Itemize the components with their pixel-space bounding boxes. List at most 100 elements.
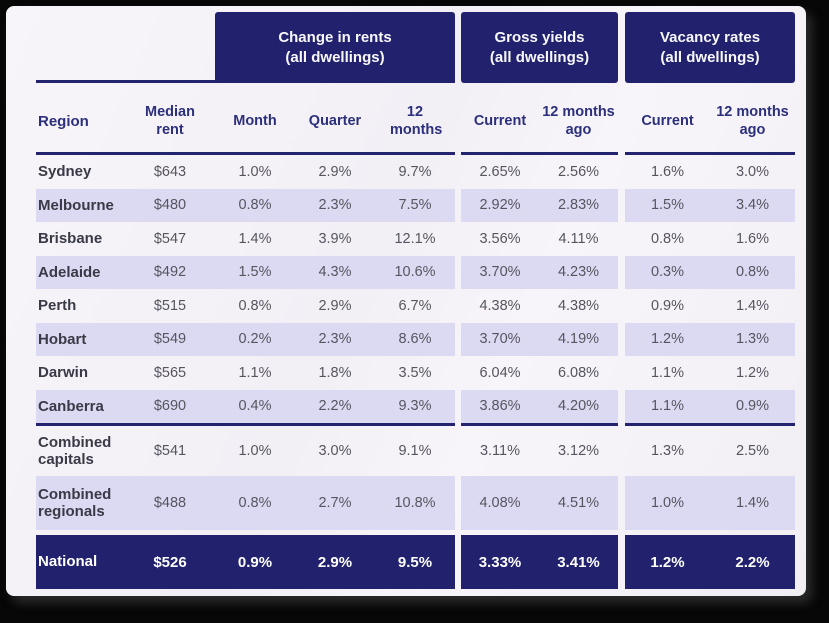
value-cell: $480 xyxy=(125,188,215,222)
separator-line xyxy=(625,152,795,155)
region-cell: National xyxy=(36,535,125,589)
region-cell: Perth xyxy=(38,297,77,315)
value-cell: $492 xyxy=(125,255,215,289)
value-cell: $690 xyxy=(125,389,215,423)
value-cell: 3.33% xyxy=(461,535,539,589)
value-cell: 2.65% xyxy=(479,163,521,180)
value-cell: 3.12% xyxy=(557,443,600,459)
value-cell: 0.8% xyxy=(215,188,295,222)
value-cell: 6.04% xyxy=(479,364,521,381)
value-cell: 2.56% xyxy=(557,163,600,180)
value-cell: 9.1% xyxy=(398,443,432,459)
value-cell: $549 xyxy=(125,322,215,356)
value-cell: 6.7% xyxy=(398,297,432,314)
value-cell: 1.1% xyxy=(625,389,710,423)
region-cell: Adelaide xyxy=(36,255,125,289)
region-cell: Hobart xyxy=(36,322,125,356)
value-cell: 6.08% xyxy=(557,364,600,381)
value-cell: 3.86% xyxy=(461,389,539,423)
separator-line xyxy=(461,152,618,155)
value-cell: 4.23% xyxy=(539,255,618,289)
separator-line xyxy=(36,152,455,155)
value-cell: 7.5% xyxy=(375,188,455,222)
value-cell: $547 xyxy=(153,230,187,247)
value-cell: 2.7% xyxy=(295,476,375,530)
value-cell: 0.9% xyxy=(650,297,685,314)
group-header-change-in-rents: Change in rents (all dwellings) xyxy=(215,12,455,83)
region-cell: Combined regionals xyxy=(36,476,125,530)
value-cell: 1.0% xyxy=(238,443,272,459)
separator-line xyxy=(36,423,455,426)
value-cell: 1.2% xyxy=(625,322,710,356)
value-cell: 4.20% xyxy=(539,389,618,423)
value-cell: 2.83% xyxy=(539,188,618,222)
column-header-quarter: Quarter xyxy=(308,112,362,129)
column-header-vr-current: Current xyxy=(641,112,694,129)
value-cell: 4.38% xyxy=(557,297,600,314)
value-cell: 1.4% xyxy=(710,476,795,530)
column-header-vr-12-months-ago: 12 months ago xyxy=(716,104,789,138)
group-header-vacancy-rates: Vacancy rates (all dwellings) xyxy=(625,12,795,83)
value-cell: 12.1% xyxy=(394,230,436,247)
value-cell: 3.56% xyxy=(479,230,521,247)
value-cell: 1.0% xyxy=(238,163,272,180)
separator-line xyxy=(461,423,618,426)
group-title: Vacancy rates xyxy=(659,29,761,46)
value-cell: 1.8% xyxy=(318,364,352,381)
region-cell: Darwin xyxy=(38,364,89,382)
value-cell: $541 xyxy=(153,443,187,459)
separator-line xyxy=(625,423,795,426)
value-cell: 2.2% xyxy=(295,389,375,423)
value-cell: 3.11% xyxy=(479,443,521,459)
value-cell: 3.70% xyxy=(461,322,539,356)
value-cell: 10.6% xyxy=(375,255,455,289)
group-subtitle: (all dwellings) xyxy=(489,48,590,66)
value-cell: 2.92% xyxy=(461,188,539,222)
region-cell: Melbourne xyxy=(36,188,125,222)
value-cell: 4.19% xyxy=(539,322,618,356)
value-cell: 8.6% xyxy=(375,322,455,356)
group-subtitle: (all dwellings) xyxy=(660,48,760,66)
rental-stats-table-card: Change in rents (all dwellings) Gross yi… xyxy=(6,6,806,596)
value-cell: 0.8% xyxy=(215,476,295,530)
value-cell: 2.9% xyxy=(295,535,375,589)
value-cell: 0.8% xyxy=(650,230,685,247)
region-cell: Sydney xyxy=(38,163,92,181)
value-cell: 0.9% xyxy=(710,389,795,423)
column-header-region: Region xyxy=(38,112,89,130)
value-cell: 2.3% xyxy=(295,188,375,222)
value-cell: 1.3% xyxy=(650,443,685,459)
value-cell: 4.38% xyxy=(479,297,521,314)
value-cell: 1.4% xyxy=(735,297,770,314)
value-cell: 4.3% xyxy=(295,255,375,289)
value-cell: 9.7% xyxy=(398,163,432,180)
region-cell: Canberra xyxy=(36,389,125,423)
value-cell: $565 xyxy=(153,364,187,381)
value-cell: $488 xyxy=(125,476,215,530)
value-cell: 3.70% xyxy=(461,255,539,289)
value-cell: 9.5% xyxy=(375,535,455,589)
value-cell: 3.0% xyxy=(735,163,770,180)
value-cell: 2.9% xyxy=(318,163,352,180)
region-cell: Brisbane xyxy=(38,230,103,248)
value-cell: 4.08% xyxy=(461,476,539,530)
value-cell: 1.5% xyxy=(215,255,295,289)
group-subtitle: (all dwellings) xyxy=(285,48,385,66)
column-header-gy-12-months-ago: 12 months ago xyxy=(542,104,615,138)
value-cell: 1.2% xyxy=(625,535,710,589)
rental-stats-table: Change in rents (all dwellings) Gross yi… xyxy=(36,12,795,589)
value-cell: 3.4% xyxy=(710,188,795,222)
value-cell: 4.51% xyxy=(539,476,618,530)
value-cell: 2.2% xyxy=(710,535,795,589)
value-cell: 0.2% xyxy=(215,322,295,356)
value-cell: $515 xyxy=(153,297,187,314)
value-cell: 0.8% xyxy=(710,255,795,289)
region-cell: Combined capitals xyxy=(38,433,112,468)
value-cell: 1.1% xyxy=(238,364,272,381)
value-cell: 3.0% xyxy=(318,443,352,459)
value-cell: $526 xyxy=(125,535,215,589)
value-cell: 1.2% xyxy=(735,364,770,381)
value-cell: 10.8% xyxy=(375,476,455,530)
value-cell: 1.6% xyxy=(650,163,685,180)
value-cell: 3.5% xyxy=(398,364,432,381)
